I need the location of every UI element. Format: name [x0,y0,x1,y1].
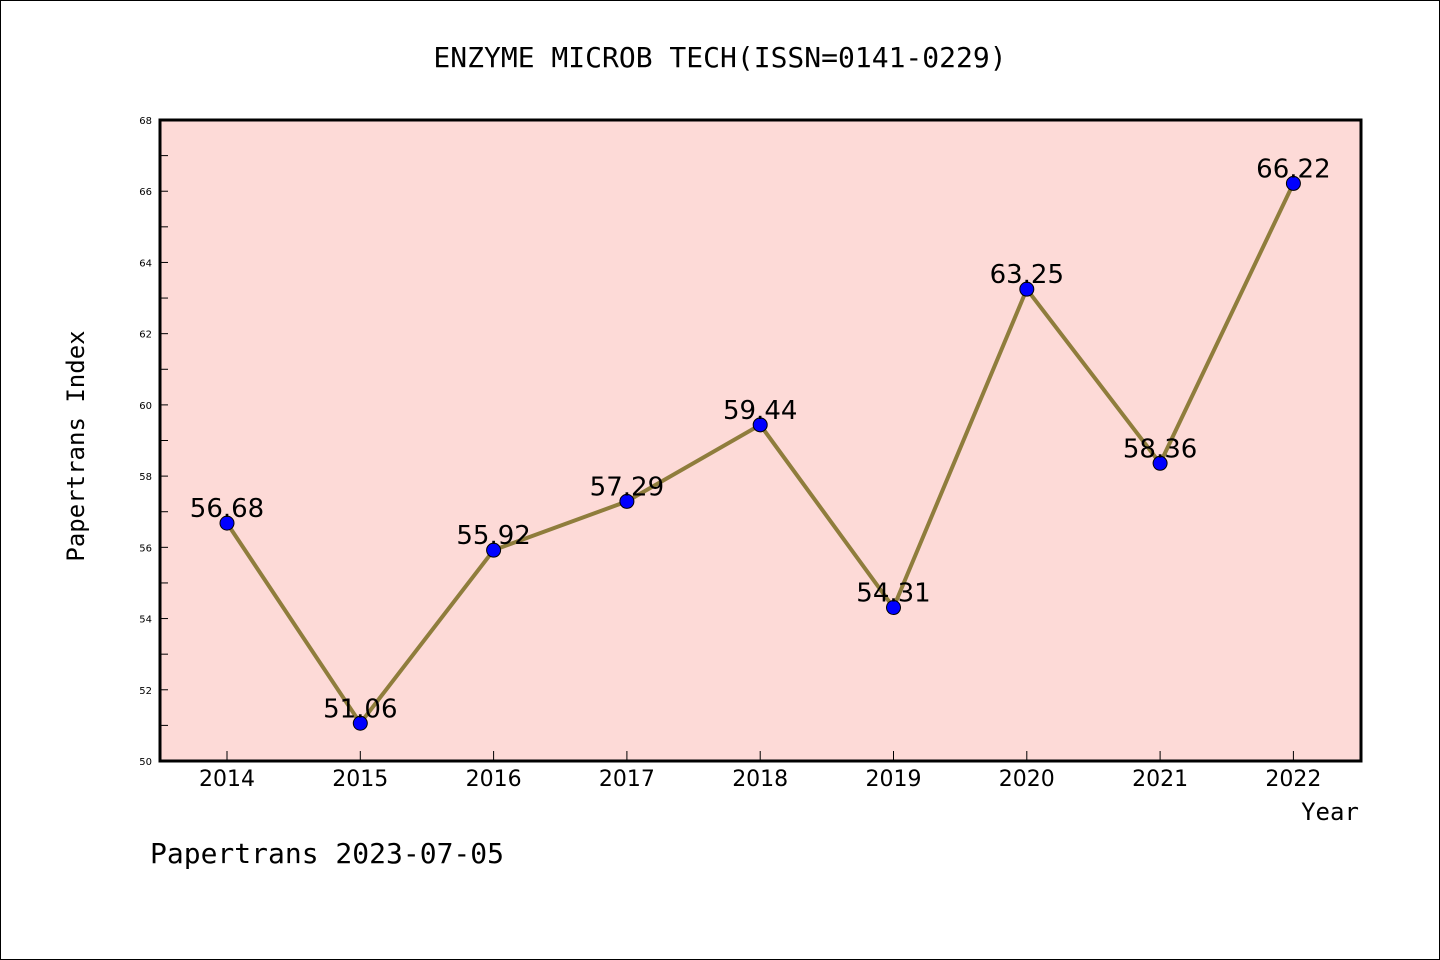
data-point-marker [619,493,635,509]
data-label: 55.92 [456,521,530,551]
x-tick-label: 2022 [1265,767,1321,792]
y-axis-title: Papertrans Index [62,330,90,561]
data-point-marker [1285,175,1301,191]
y-axis-ticks: 50 52 54 56 58 60 62 64 66 68 [139,116,168,768]
data-label: 51.06 [323,694,397,724]
y-tick-label: 54 [139,615,152,626]
data-point-marker [1019,281,1035,297]
data-label: 58.36 [1123,434,1197,464]
data-point-marker [752,417,768,433]
series-markers [219,175,1301,731]
data-label: 66.22 [1256,154,1330,184]
x-axis-title: Year [1301,798,1359,826]
data-label: 54.31 [856,579,930,609]
y-tick-label: 68 [139,116,152,127]
y-tick-label: 50 [139,757,152,768]
chart-title: ENZYME MICROB TECH(ISSN=0141-0229) [433,41,1006,74]
y-tick-label: 66 [139,187,152,198]
data-labels: 56.68 51.06 55.92 57.29 59.44 54.31 63.25 58.36… [190,154,1331,724]
y-tick-label: 56 [139,543,152,554]
x-tick-label: 2017 [599,767,655,792]
x-tick-label: 2019 [866,767,922,792]
x-tick-label: 2018 [732,767,788,792]
data-label: 57.29 [590,472,664,502]
data-point-marker [219,515,235,531]
data-point-marker [352,715,368,731]
data-label: 59.44 [723,396,797,426]
y-tick-label: 58 [139,472,152,483]
y-tick-label: 60 [139,401,152,412]
plot-area [158,118,1363,763]
data-label: 56.68 [190,494,264,524]
data-label: 63.25 [990,260,1064,290]
y-tick-label: 52 [139,686,152,697]
x-tick-label: 2016 [466,767,522,792]
data-point-marker [486,542,502,558]
data-point-marker [1152,455,1168,471]
y-tick-label: 62 [139,330,152,341]
x-tick-label: 2014 [199,767,255,792]
x-tick-label: 2021 [1132,767,1188,792]
data-point-marker [886,600,901,616]
footer-text: Papertrans 2023-07-05 [150,837,504,870]
x-tick-label: 2020 [999,767,1055,792]
x-axis-ticks: 2014 2015 2016 2017 2018 2019 2020 2021 2022 [199,751,1321,792]
x-tick-label: 2015 [332,767,388,792]
y-tick-label: 64 [139,258,152,269]
